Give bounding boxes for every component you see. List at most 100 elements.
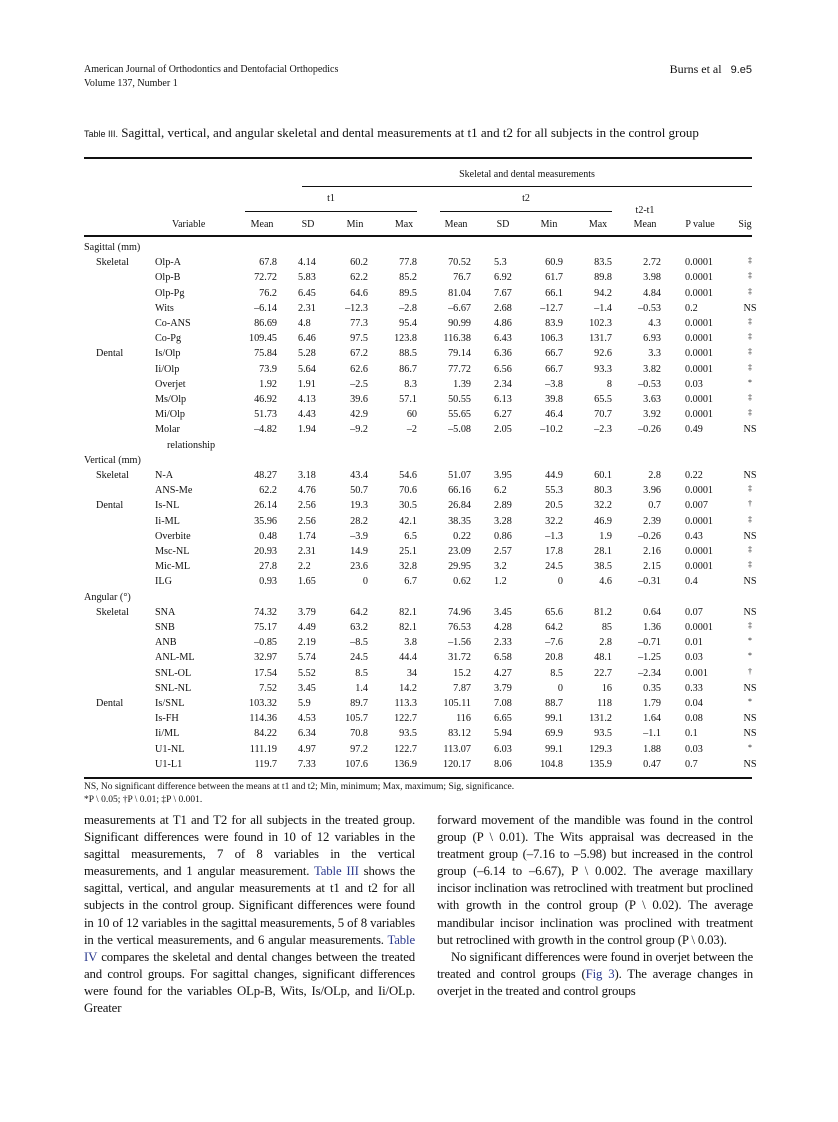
variable-name: Is/Olp (155, 348, 181, 360)
body-paragraph: forward movement of the mandible was fou… (437, 813, 753, 947)
t2-min: 64.2 (545, 622, 563, 633)
table-iv-link[interactable]: Table IV (84, 932, 415, 964)
t1-max: 70.6 (399, 485, 417, 497)
t2-mean: 79.14 (448, 348, 471, 360)
t1-heading: t1 (327, 193, 335, 204)
t2-max: 129.3 (589, 743, 612, 755)
t2-min: 44.9 (545, 470, 563, 481)
column-header-t1-min: Min (346, 219, 364, 230)
t1-sd: 5.52 (298, 667, 316, 679)
variable-name: Olp-A (155, 257, 182, 269)
t2-mean: 81.04 (448, 287, 471, 299)
t1-max: 95.4 (399, 318, 417, 329)
significance: ‡ (748, 317, 752, 326)
t2-min: –10.2 (540, 424, 563, 436)
t1-sd: 2.31 (298, 302, 316, 314)
variable-name: Wits (155, 302, 174, 314)
p-value: 0.49 (685, 424, 703, 436)
group-label: Dental (96, 348, 124, 360)
p-value: 0.0001 (685, 409, 714, 421)
t2-sd: 4.86 (494, 318, 512, 329)
t2-max: 8 (606, 378, 612, 390)
t1-sd: 7.33 (298, 758, 316, 770)
significance: NS (743, 576, 757, 588)
t2-sd: 0.86 (494, 530, 512, 542)
significance: * (748, 377, 752, 387)
significance: NS (743, 470, 757, 481)
t1-mean: 26.14 (254, 500, 277, 512)
column-header-t1-sd: SD (301, 219, 315, 230)
group-label: Dental (96, 698, 124, 709)
t2-max: 60.1 (594, 470, 612, 481)
column-header-p-value: P value (685, 219, 715, 230)
group-label: Dental (96, 500, 124, 512)
t2-mean: 29.95 (448, 561, 471, 573)
t2-min: 39.8 (545, 394, 563, 405)
t2-min: –12.7 (540, 302, 563, 314)
t2-mean: 23.09 (448, 546, 471, 557)
t2-min: 55.3 (545, 485, 563, 497)
variable-name: Molar (155, 424, 180, 436)
t2-mean: 50.55 (448, 394, 471, 405)
t2-min: 88.7 (545, 698, 563, 709)
t2-mean: 116.38 (443, 333, 471, 345)
p-value: 0.0001 (685, 515, 714, 527)
t2-max: 4.6 (599, 576, 612, 588)
t2-mean: –6.67 (448, 302, 471, 314)
t1-mean: 62.2 (259, 485, 277, 497)
t1-sd: 4.13 (298, 394, 316, 405)
t2-sd: 6.03 (494, 743, 512, 755)
t1-sd: 5.28 (298, 348, 316, 360)
diff-mean: –1.1 (643, 728, 661, 740)
t2-rule (440, 211, 612, 212)
t1-rule (245, 211, 417, 212)
header-bottom-rule (84, 235, 752, 237)
diff-mean: 0.35 (643, 682, 661, 694)
column-header-t1-mean: Mean (250, 219, 274, 230)
t1-max: 14.2 (399, 682, 417, 694)
fig-3-link[interactable]: Fig 3 (585, 966, 615, 981)
variable-name: U1-NL (155, 743, 185, 755)
variable-name: Ii-ML (155, 515, 180, 527)
t1-sd: 6.45 (298, 287, 316, 299)
body-paragraph: No significant differences were found in… (437, 949, 753, 1000)
t1-mean: 73.9 (259, 363, 277, 375)
t1-mean: 74.32 (254, 606, 277, 618)
t1-mean: 51.73 (254, 409, 277, 421)
diff-mean: –0.53 (638, 378, 661, 390)
t2-sd: 1.2 (494, 576, 507, 588)
t1-min: –8.5 (350, 637, 368, 649)
table-iii-link[interactable]: Table III (314, 864, 359, 879)
significance: ‡ (748, 362, 752, 372)
t2-max: 65.5 (594, 394, 612, 405)
diff-mean: 2.72 (643, 257, 661, 269)
t1-sd: 4.49 (298, 622, 316, 633)
variable-name: SNL-NL (155, 682, 192, 694)
t2-min: 65.6 (545, 606, 563, 618)
t2-mean: 1.39 (453, 378, 471, 390)
t2-sd: 4.27 (494, 667, 512, 679)
variable-name: Is-FH (155, 713, 179, 725)
t2-sd: 3.2 (494, 561, 507, 573)
t2-min: 0 (557, 576, 563, 588)
t2-min: 20.5 (545, 500, 563, 512)
t2-max: 135.9 (589, 758, 612, 770)
t2-max: 22.7 (594, 667, 612, 679)
column-header-t1-max: Max (394, 219, 414, 230)
body-column-right: forward movement of the mandible was fou… (437, 812, 753, 1000)
t2-mean: 76.53 (448, 622, 471, 633)
section-label: Sagittal (mm) (84, 242, 141, 253)
p-value: 0.0001 (685, 287, 714, 299)
variable-name: Is-NL (155, 500, 180, 512)
t1-mean: –4.82 (254, 424, 277, 436)
t1-sd: 1.65 (298, 576, 316, 588)
t1-mean: 35.96 (254, 515, 277, 527)
variable-name: Overjet (155, 378, 186, 390)
significance: * (748, 651, 752, 661)
t2-min: 99.1 (545, 743, 563, 755)
t2-mean: 66.16 (448, 485, 471, 497)
variable-name: Mi/Olp (155, 409, 186, 421)
significance: † (748, 666, 752, 676)
t1-min: 63.2 (350, 622, 368, 633)
t1-min: 107.6 (345, 758, 368, 770)
